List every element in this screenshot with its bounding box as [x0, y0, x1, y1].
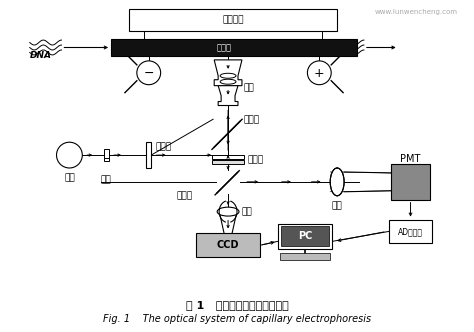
FancyBboxPatch shape — [280, 253, 330, 260]
FancyBboxPatch shape — [104, 152, 109, 161]
Ellipse shape — [330, 168, 344, 196]
Circle shape — [137, 61, 161, 85]
Text: AD转换器: AD转换器 — [398, 227, 423, 236]
Circle shape — [56, 142, 82, 168]
Text: 图 1   毛细管电泳光学检测系统: 图 1 毛细管电泳光学检测系统 — [186, 300, 288, 310]
Text: 毛细管: 毛细管 — [217, 43, 232, 52]
Polygon shape — [214, 60, 242, 86]
FancyBboxPatch shape — [281, 226, 329, 246]
FancyBboxPatch shape — [104, 149, 109, 158]
FancyBboxPatch shape — [278, 223, 332, 249]
FancyBboxPatch shape — [212, 160, 244, 164]
Text: DNA: DNA — [30, 51, 52, 60]
Ellipse shape — [220, 73, 236, 78]
Text: PC: PC — [298, 231, 312, 241]
Text: 汞灯: 汞灯 — [64, 173, 75, 182]
Circle shape — [308, 61, 331, 85]
Ellipse shape — [220, 79, 236, 84]
FancyBboxPatch shape — [129, 9, 337, 31]
Text: 滤光片: 滤光片 — [155, 143, 172, 152]
Text: 高压电源: 高压电源 — [222, 16, 244, 25]
FancyBboxPatch shape — [129, 10, 337, 38]
Text: 分色镜: 分色镜 — [244, 115, 260, 124]
Text: PMT: PMT — [401, 154, 421, 164]
FancyBboxPatch shape — [212, 155, 244, 159]
Text: 物镜: 物镜 — [244, 83, 255, 92]
FancyBboxPatch shape — [389, 219, 432, 243]
Text: 透镜: 透镜 — [332, 202, 343, 211]
FancyBboxPatch shape — [391, 164, 430, 200]
Text: +: + — [314, 67, 325, 80]
FancyBboxPatch shape — [111, 39, 357, 56]
Text: 半反镜: 半反镜 — [176, 191, 192, 200]
Text: www.lunwencheng.com: www.lunwencheng.com — [375, 9, 458, 15]
FancyBboxPatch shape — [146, 142, 151, 168]
FancyBboxPatch shape — [196, 233, 260, 257]
Ellipse shape — [217, 207, 239, 216]
Text: −: − — [144, 67, 154, 80]
Text: 波光片: 波光片 — [248, 156, 264, 165]
Polygon shape — [218, 86, 238, 106]
Text: CCD: CCD — [217, 240, 239, 250]
Text: Fig. 1    The optical system of capillary electrophoresis: Fig. 1 The optical system of capillary e… — [103, 314, 371, 324]
Text: 透镜: 透镜 — [242, 207, 253, 216]
Text: 光阑: 光阑 — [101, 175, 111, 184]
